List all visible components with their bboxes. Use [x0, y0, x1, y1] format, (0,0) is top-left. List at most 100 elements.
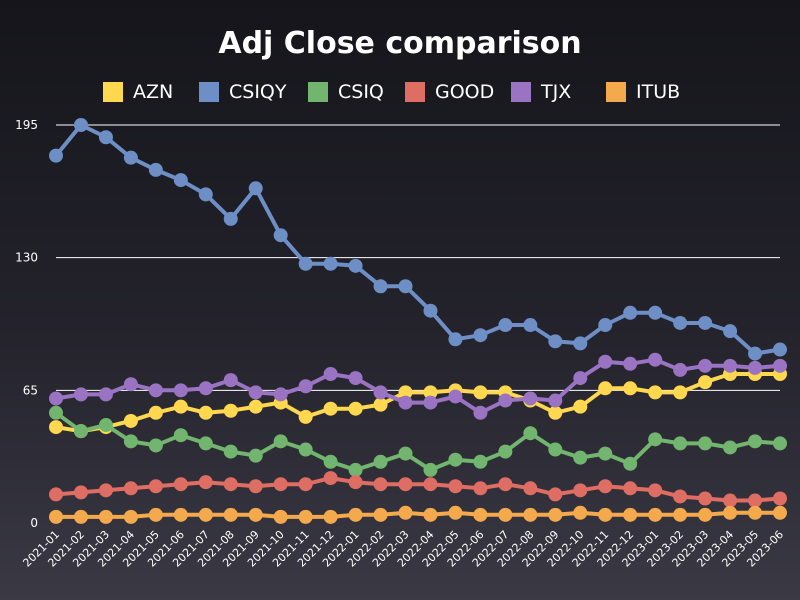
- y-tick-label: 130: [15, 251, 38, 265]
- data-point-csiq: [623, 456, 638, 471]
- data-point-itub: [448, 505, 463, 520]
- series-line-tjx: [54, 357, 782, 415]
- data-point-csiq: [698, 436, 713, 451]
- data-point-good: [98, 483, 113, 498]
- data-point-tjx: [498, 393, 513, 408]
- data-point-itub: [523, 507, 538, 522]
- data-point-azn: [398, 385, 413, 400]
- data-point-csiqy: [423, 303, 438, 318]
- data-point-csiqy: [698, 315, 713, 330]
- data-point-csiq: [748, 434, 763, 449]
- legend-swatch: [405, 82, 425, 102]
- data-point-azn: [148, 405, 163, 420]
- data-point-good: [273, 477, 288, 492]
- data-point-csiqy: [198, 187, 213, 202]
- data-point-csiq: [473, 454, 488, 469]
- data-point-azn: [373, 397, 388, 412]
- data-point-azn: [248, 399, 263, 414]
- data-point-good: [223, 477, 238, 492]
- data-point-tjx: [473, 405, 488, 420]
- data-point-tjx: [323, 367, 338, 382]
- data-point-good: [498, 477, 513, 492]
- legend-item-csiqy: CSIQY: [199, 81, 287, 103]
- data-point-tjx: [98, 387, 113, 402]
- data-point-itub: [223, 507, 238, 522]
- data-point-good: [573, 483, 588, 498]
- data-point-tjx: [573, 371, 588, 386]
- data-point-csiq: [373, 454, 388, 469]
- data-point-csiqy: [473, 328, 488, 343]
- data-point-csiqy: [298, 256, 313, 271]
- data-point-csiq: [548, 442, 563, 457]
- data-point-csiq: [323, 454, 338, 469]
- data-point-good: [148, 479, 163, 494]
- data-point-tjx: [148, 383, 163, 398]
- data-point-azn: [173, 399, 188, 414]
- data-point-good: [773, 491, 787, 506]
- data-point-good: [373, 477, 388, 492]
- data-point-itub: [573, 505, 588, 520]
- data-point-azn: [298, 409, 313, 424]
- data-point-azn: [673, 385, 688, 400]
- legend-swatch: [511, 82, 531, 102]
- data-point-azn: [348, 401, 363, 416]
- data-point-tjx: [623, 356, 638, 371]
- data-point-good: [198, 475, 213, 490]
- data-point-csiqy: [623, 305, 638, 320]
- data-point-itub: [698, 507, 713, 522]
- data-point-good: [523, 481, 538, 496]
- data-point-azn: [598, 381, 613, 396]
- data-point-good: [648, 483, 663, 498]
- series-line-itub: [54, 510, 782, 519]
- data-point-tjx: [223, 373, 238, 388]
- chart-title: Adj Close comparison: [218, 26, 581, 61]
- data-point-itub: [298, 509, 313, 524]
- series-csiq: [49, 405, 787, 477]
- data-point-good: [748, 493, 763, 508]
- data-point-good: [298, 477, 313, 492]
- data-point-itub: [73, 509, 88, 524]
- data-point-itub: [348, 507, 363, 522]
- series-itub: [49, 505, 787, 524]
- data-point-itub: [598, 507, 613, 522]
- data-point-good: [248, 479, 263, 494]
- data-point-tjx: [523, 391, 538, 406]
- data-point-itub: [148, 507, 163, 522]
- data-point-csiq: [148, 438, 163, 453]
- data-point-itub: [323, 509, 338, 524]
- data-point-csiqy: [323, 256, 338, 271]
- data-point-tjx: [123, 377, 138, 392]
- series-good: [49, 471, 787, 508]
- data-point-good: [673, 489, 688, 504]
- data-point-good: [123, 481, 138, 496]
- series-line-csiq: [54, 410, 782, 472]
- legend-item-tjx: TJX: [511, 81, 571, 103]
- y-tick-label: 0: [30, 516, 38, 530]
- data-point-itub: [373, 507, 388, 522]
- data-point-azn: [49, 420, 63, 435]
- data-point-good: [423, 477, 438, 492]
- data-point-csiqy: [373, 279, 388, 294]
- data-point-tjx: [723, 358, 738, 373]
- data-point-csiqy: [648, 305, 663, 320]
- data-point-good: [73, 485, 88, 500]
- data-point-csiq: [423, 462, 438, 477]
- data-point-good: [548, 487, 563, 502]
- data-point-itub: [498, 507, 513, 522]
- data-point-csiqy: [598, 318, 613, 333]
- data-point-tjx: [348, 371, 363, 386]
- data-point-azn: [698, 375, 713, 390]
- data-point-itub: [49, 509, 63, 524]
- legend-swatch: [308, 82, 328, 102]
- data-point-csiqy: [98, 130, 113, 145]
- data-point-csiq: [498, 444, 513, 459]
- data-point-itub: [398, 505, 413, 520]
- y-tick-label: 65: [23, 383, 38, 397]
- legend-swatch: [103, 82, 123, 102]
- data-point-tjx: [198, 381, 213, 396]
- data-point-csiq: [573, 450, 588, 465]
- data-point-csiqy: [498, 318, 513, 333]
- data-point-good: [623, 481, 638, 496]
- data-point-csiqy: [398, 279, 413, 294]
- data-point-csiqy: [773, 342, 787, 357]
